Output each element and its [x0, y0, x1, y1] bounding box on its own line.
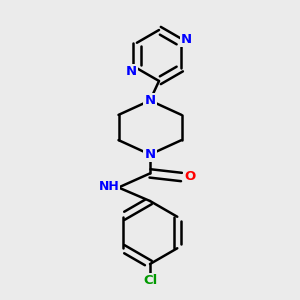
Text: N: N — [144, 94, 156, 107]
Text: N: N — [126, 65, 137, 78]
Text: Cl: Cl — [143, 274, 157, 287]
Text: N: N — [144, 148, 156, 161]
Text: O: O — [184, 170, 196, 184]
Text: N: N — [181, 33, 192, 46]
Text: NH: NH — [98, 180, 119, 193]
